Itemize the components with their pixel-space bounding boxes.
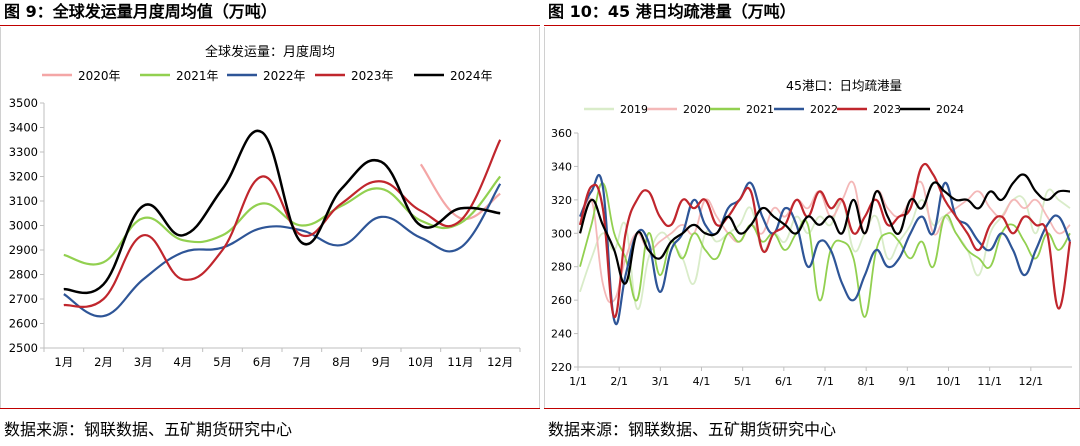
chart-title: 全球发运量：月度周均 xyxy=(205,44,335,60)
legend-2021-label: 2021 xyxy=(746,103,774,116)
y-tick-label: 340 xyxy=(551,160,572,173)
x-tick-label: 10月 xyxy=(408,355,434,369)
legend-2022-label: 2022年 xyxy=(263,69,306,83)
y-tick-label: 260 xyxy=(551,294,572,307)
x-tick-label: 4月 xyxy=(173,355,192,369)
y-tick-label: 2600 xyxy=(9,317,38,331)
y-tick-label: 220 xyxy=(551,361,572,374)
x-tick-label: 9月 xyxy=(372,355,391,369)
x-tick-label: 3/1 xyxy=(651,375,669,388)
x-tick-label: 1月 xyxy=(54,355,73,369)
series-line-2022 xyxy=(63,183,502,318)
y-tick-label: 3400 xyxy=(9,121,38,135)
y-tick-label: 3100 xyxy=(9,194,38,208)
y-tick-label: 3200 xyxy=(9,170,38,184)
series-line-2021 xyxy=(579,182,1071,318)
x-tick-label: 1/1 xyxy=(569,375,587,388)
series-line-2021 xyxy=(63,175,502,266)
y-tick-label: 2900 xyxy=(9,243,38,257)
y-tick-label: 3000 xyxy=(9,219,38,233)
y-tick-label: 240 xyxy=(551,328,572,341)
figure-9-top-rule xyxy=(0,25,540,26)
legend-2024-label: 2024年 xyxy=(450,69,493,83)
figure-9-source: 数据来源：钢联数据、五矿期货研究中心 xyxy=(4,420,293,439)
series-line-2022 xyxy=(578,174,1072,326)
x-tick-label: 2月 xyxy=(94,355,113,369)
x-tick-label: 12月 xyxy=(487,355,513,369)
x-tick-label: 11月 xyxy=(447,355,473,369)
x-tick-label: 2/1 xyxy=(610,375,628,388)
x-tick-label: 5月 xyxy=(213,355,232,369)
figure-10-source: 数据来源：钢联数据、五矿期货研究中心 xyxy=(548,420,837,439)
x-tick-label: 5/1 xyxy=(734,375,752,388)
shipment-chart: 全球发运量：月度周均 2020年 2021年 2022年 2023年 2024年 2500 2… xyxy=(9,44,521,369)
figure-10-title: 图 10：45 港日均疏港量（万吨） xyxy=(548,2,796,21)
x-tick-label: 3月 xyxy=(134,355,153,369)
y-tick-label: 360 xyxy=(551,127,572,140)
y-tick-label: 320 xyxy=(551,194,572,207)
legend-2021-label: 2021年 xyxy=(176,69,219,83)
y-tick-label: 2700 xyxy=(9,292,38,306)
series-line-2023 xyxy=(578,162,1072,319)
x-tick-label: 8/1 xyxy=(857,375,875,388)
x-tick-label: 6月 xyxy=(253,355,272,369)
figure-10-panel: 图 10：45 港日均疏港量（万吨） 45港口：日均疏港量 2019 2020 202… xyxy=(544,0,1080,446)
legend-2023-label: 2023 xyxy=(873,103,901,116)
chart-title: 45港口：日均疏港量 xyxy=(786,78,902,93)
series-line-2019 xyxy=(579,188,1071,310)
series-line-2020 xyxy=(579,180,1071,304)
x-tick-label: 12/1 xyxy=(1018,375,1043,388)
y-tick-label: 300 xyxy=(551,227,572,240)
series-line-2023 xyxy=(63,139,502,308)
x-tick-label: 7/1 xyxy=(816,375,834,388)
y-tick-label: 280 xyxy=(551,261,572,274)
legend-2020-label: 2020 xyxy=(683,103,711,116)
x-tick-label: 4/1 xyxy=(693,375,711,388)
y-tick-label: 2800 xyxy=(9,268,38,282)
panel-divider xyxy=(541,0,543,446)
legend-2019-label: 2019 xyxy=(620,103,648,116)
y-tick-label: 3300 xyxy=(9,145,38,159)
port-dispatch-chart: 45港口：日均疏港量 2019 2020 2021 2022 2023 2024 220 240… xyxy=(551,78,1072,388)
figure-9-chart-frame xyxy=(0,27,540,408)
legend-2020-label: 2020年 xyxy=(78,69,121,83)
x-tick-label: 10/1 xyxy=(936,375,961,388)
legend-2023-label: 2023年 xyxy=(351,69,394,83)
series-line-2024 xyxy=(63,129,501,295)
legend-2024-label: 2024 xyxy=(936,103,964,116)
x-tick-label: 11/1 xyxy=(977,375,1002,388)
x-tick-label: 7月 xyxy=(292,355,311,369)
x-tick-label: 6/1 xyxy=(775,375,793,388)
y-tick-label: 3500 xyxy=(9,96,38,110)
figure-9-title: 图 9：全球发运量月度周均值（万吨） xyxy=(4,2,277,21)
legend-2022-label: 2022 xyxy=(810,103,838,116)
x-tick-label: 9/1 xyxy=(898,375,916,388)
series-line-2024 xyxy=(578,173,1071,285)
figure-10-top-rule xyxy=(544,25,1080,26)
figure-10-bottom-rule xyxy=(544,408,1080,409)
figure-9-bottom-rule xyxy=(0,408,540,409)
figure-9-panel: 图 9：全球发运量月度周均值（万吨） 全球发运量：月度周均 2020年 2021年 2… xyxy=(0,2,540,439)
y-tick-label: 2500 xyxy=(9,341,38,355)
x-tick-label: 8月 xyxy=(332,355,351,369)
